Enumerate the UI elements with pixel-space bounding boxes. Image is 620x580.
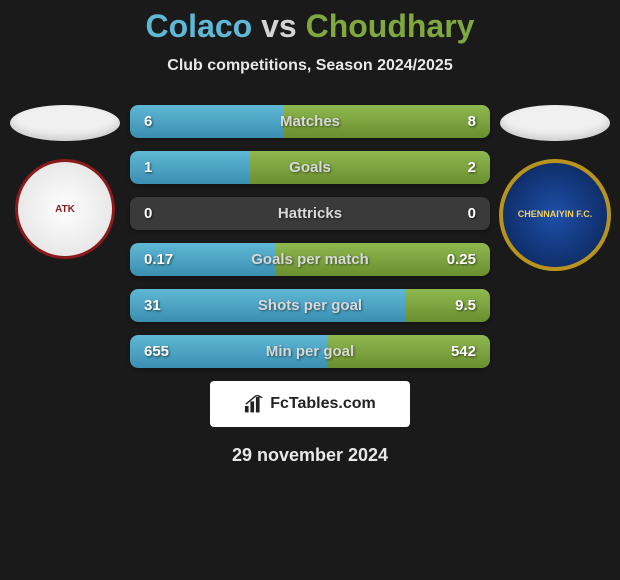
stat-value-right: 9.5: [455, 289, 476, 322]
stat-row: Min per goal655 542: [130, 335, 490, 368]
stat-label: Min per goal: [130, 335, 490, 368]
vs-text: vs: [261, 8, 297, 44]
stat-label: Goals per match: [130, 243, 490, 276]
stat-value-right: 8: [468, 105, 476, 138]
brand-text: FcTables.com: [270, 395, 376, 413]
title: Colaco vs Choudhary: [0, 8, 620, 45]
stat-row: Goals1 2: [130, 151, 490, 184]
team-right-label: CHENNAIYIN F.C.: [518, 210, 593, 220]
stat-value-left: 655: [144, 335, 169, 368]
brand-box: FcTables.com: [210, 381, 410, 427]
comparison-card: Colaco vs Choudhary Club competitions, S…: [0, 0, 620, 580]
stat-row: Shots per goal31 9.5: [130, 289, 490, 322]
stat-label: Hattricks: [130, 197, 490, 230]
stat-row: Hattricks0 0: [130, 197, 490, 230]
team-left-block: ATK: [6, 105, 124, 259]
stat-value-right: 0.25: [447, 243, 476, 276]
ellipse-decor-left: [10, 105, 120, 141]
stat-label: Shots per goal: [130, 289, 490, 322]
brand-chart-icon: [244, 395, 266, 413]
date: 29 november 2024: [0, 445, 620, 466]
stat-label: Matches: [130, 105, 490, 138]
team-right-crest: CHENNAIYIN F.C.: [499, 159, 611, 271]
player1-name: Colaco: [146, 8, 253, 44]
stat-value-left: 6: [144, 105, 152, 138]
stat-row: Matches6 8: [130, 105, 490, 138]
subtitle: Club competitions, Season 2024/2025: [0, 57, 620, 75]
team-right-block: CHENNAIYIN F.C.: [496, 105, 614, 271]
stat-value-right: 0: [468, 197, 476, 230]
stat-value-right: 542: [451, 335, 476, 368]
team-left-crest: ATK: [15, 159, 115, 259]
stat-bars: Matches6 8 Goals1 2 Hattricks0 0 Goals per mat…: [130, 105, 490, 368]
stat-value-left: 31: [144, 289, 161, 322]
player2-name: Choudhary: [306, 8, 475, 44]
stat-value-left: 0: [144, 197, 152, 230]
stat-row: Goals per match0.17 0.25: [130, 243, 490, 276]
stat-value-left: 0.17: [144, 243, 173, 276]
stat-value-left: 1: [144, 151, 152, 184]
stat-label: Goals: [130, 151, 490, 184]
team-left-label: ATK: [55, 204, 75, 215]
stat-value-right: 2: [468, 151, 476, 184]
ellipse-decor-right: [500, 105, 610, 141]
